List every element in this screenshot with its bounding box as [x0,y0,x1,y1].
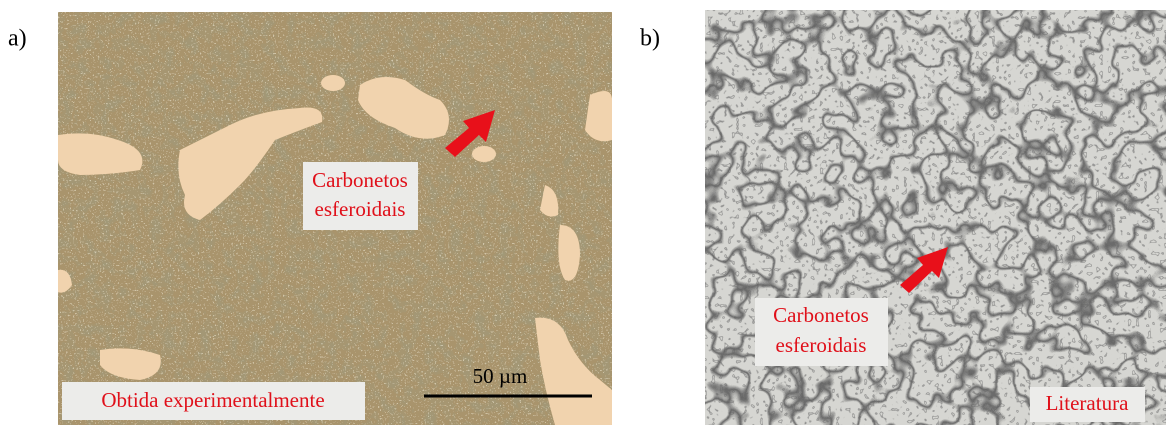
page: a) Carbonetos esferoidais Obtida experim… [0,0,1166,425]
figure: a) Carbonetos esferoidais Obtida experim… [0,0,1166,425]
caption: Obtida experimentalmente [101,388,324,412]
annotation: esferoidais [776,333,867,357]
panel-label: b) [640,26,660,52]
scale-label: 50 µm [473,364,528,388]
panel-label: a) [8,26,27,52]
annotation: esferoidais [315,197,406,221]
caption: Literatura [1046,391,1129,415]
annotation: Carbonetos [773,303,869,327]
annotation: Carbonetos [312,168,408,192]
